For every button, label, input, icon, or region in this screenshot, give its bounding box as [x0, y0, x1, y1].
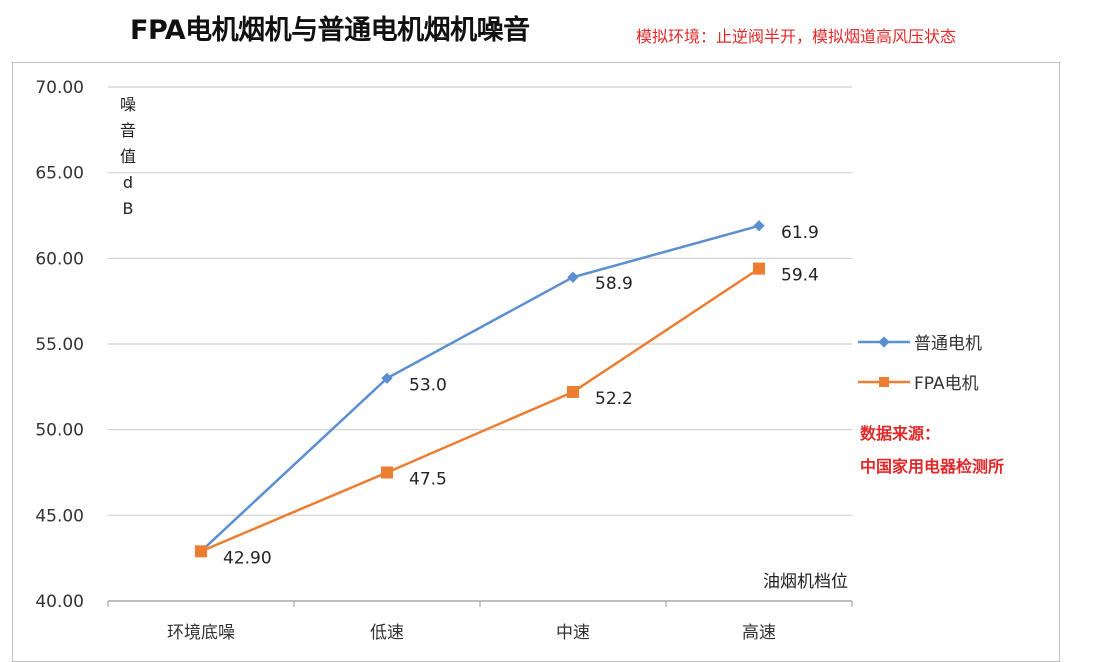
data-label: 59.4 [781, 266, 819, 286]
legend-label: 普通电机 [914, 334, 982, 354]
data-label: 52.2 [595, 389, 633, 409]
data-point-square [195, 545, 207, 558]
y-tick-label: 65.00 [35, 164, 84, 184]
data-point-diamond [567, 271, 579, 283]
data-point-diamond [381, 372, 393, 384]
y-tick-label: 45.00 [35, 506, 84, 526]
data-label: 53.0 [409, 375, 447, 395]
y-tick-label: 70.00 [35, 78, 84, 98]
x-tick-label: 环境底噪 [167, 623, 235, 643]
data-point-square [753, 262, 765, 275]
legend-label: FPA电机 [914, 374, 979, 394]
legend-diamond-marker-icon [858, 335, 910, 348]
x-axis-label: 油烟机档位 [763, 572, 848, 592]
legend-item-ordinary-motor: 普通电机 [858, 329, 982, 354]
series-line [200, 224, 760, 553]
y-tick-label: 50.00 [35, 421, 84, 441]
data-label: 47.5 [409, 470, 447, 490]
data-label: 42.90 [223, 548, 272, 568]
data-point-square [381, 466, 393, 479]
chart-title: FPA电机烟机与普通电机烟机噪音 [130, 15, 530, 46]
y-axis-label-char: 噪 [119, 95, 136, 114]
legend-square-marker-icon [858, 376, 910, 387]
y-axis-label-char: 音 [119, 121, 136, 140]
x-tick-label: 高速 [742, 623, 776, 643]
data-label: 61.9 [781, 223, 819, 243]
y-tick-label: 40.00 [35, 592, 84, 612]
data-label: 58.9 [595, 274, 633, 294]
y-axis-label-char: d [122, 173, 134, 192]
data-point-square [567, 385, 579, 398]
y-axis-label-char: 值 [119, 147, 136, 166]
y-tick-label: 55.00 [35, 335, 84, 355]
series-line [200, 267, 760, 553]
source-name: 中国家用电器检测所 [860, 457, 1005, 476]
y-axis-label: 噪 音 值 d B [118, 92, 138, 222]
x-tick-label: 中速 [556, 623, 590, 643]
data-point-diamond [753, 220, 765, 232]
x-tick-label: 低速 [370, 623, 404, 643]
source-label: 数据来源： [860, 424, 941, 443]
y-axis-label-char: B [122, 199, 134, 218]
legend-item-fpa-motor: FPA电机 [858, 369, 979, 394]
chart-subtitle: 模拟环境：止逆阀半开，模拟烟道高风压状态 [636, 27, 957, 46]
y-tick-label: 60.00 [35, 249, 84, 269]
